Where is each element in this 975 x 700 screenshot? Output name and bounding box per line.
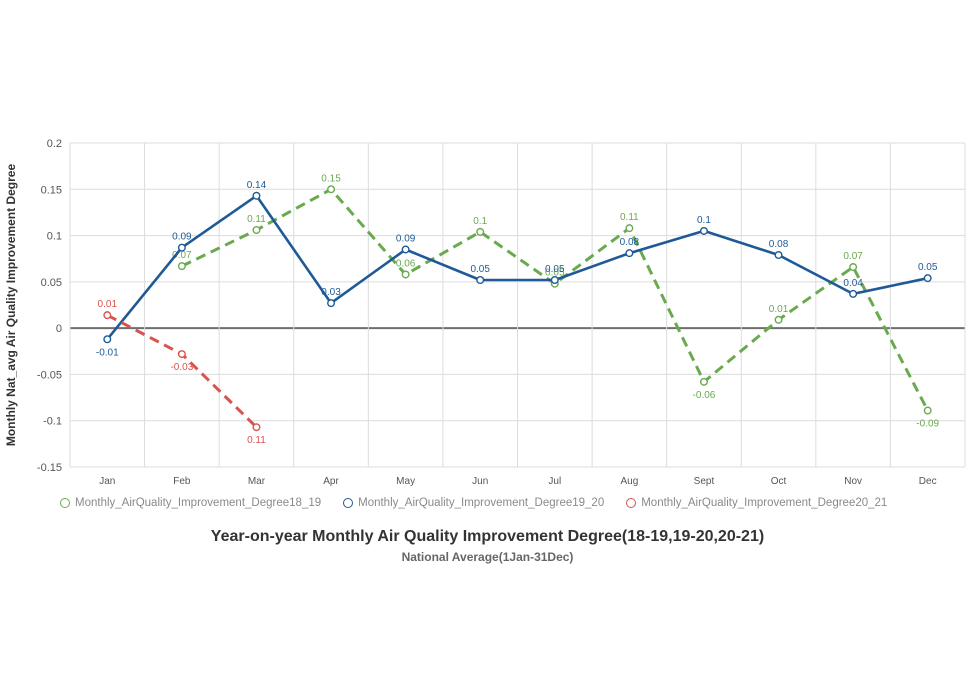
x-tick-label: Feb	[173, 476, 191, 487]
data-point	[849, 263, 858, 272]
y-tick-label: 0	[56, 323, 62, 335]
data-label: 0.08	[620, 237, 640, 248]
data-label: 0.11	[620, 212, 639, 223]
x-tick-label: Sept	[694, 476, 715, 487]
legend-item-20-21[interactable]: Monthly_AirQuality_Improvement_Degree20_…	[626, 497, 887, 509]
legend-item-19-20[interactable]: Monthly_AirQuality_Improvement_Degree19_…	[343, 497, 604, 509]
data-label: 0.06	[396, 258, 416, 269]
data-label: 0.09	[396, 233, 416, 244]
data-point	[699, 377, 708, 386]
data-label: 0.1	[473, 216, 487, 227]
data-label: 0.05	[918, 262, 938, 273]
data-point	[327, 185, 336, 194]
data-point	[476, 276, 485, 285]
chart-title: Year-on-year Monthly Air Quality Improve…	[210, 528, 765, 545]
data-point	[103, 311, 112, 320]
data-label: 0.05	[545, 268, 565, 279]
x-tick-label: Jul	[548, 476, 561, 487]
y-tick-label: 0.15	[41, 184, 62, 196]
y-tick-label: -0.15	[37, 462, 62, 474]
data-point	[923, 406, 932, 415]
data-label: 0.03	[321, 287, 341, 298]
data-point	[625, 249, 634, 258]
legend-item-18-19[interactable]: Monthly_AirQuality_Improvement_Degree18_…	[60, 497, 321, 509]
x-tick-label: Jun	[472, 476, 488, 487]
series-line	[106, 194, 928, 341]
series-3: 0.01 -0.03 0.11	[98, 299, 267, 446]
legend-marker-19-20-icon	[343, 498, 354, 508]
legend: Monthly_AirQuality_Improvement_Degree18_…	[60, 497, 940, 509]
data-label: 0.11	[247, 214, 266, 225]
data-point	[774, 251, 783, 260]
data-label: 0.08	[769, 239, 789, 250]
chart-subtitle: National Average(1Jan-31Dec)	[401, 550, 574, 564]
legend-label: Monthly_AirQuality_Improvement_Degree20_…	[641, 497, 888, 509]
data-label: 0.01	[98, 299, 118, 310]
data-point	[550, 276, 559, 285]
y-tick-label: 0.2	[47, 138, 62, 150]
data-label: 0.05	[470, 264, 490, 275]
line-chart: -0.15 -0.1 -0.05 0 0.05 0.1 0.15 0.2 Jan Feb Mar A…	[4, 138, 966, 487]
y-tick-label: -0.05	[37, 369, 62, 381]
legend-label: Monthly_AirQuality_Improvement_Degree18_…	[75, 497, 322, 509]
x-tick-label: Apr	[323, 476, 339, 487]
data-label: -0.09	[916, 419, 939, 430]
y-axis-label: Monthly Nat_avg Air Quality Improvement …	[4, 164, 18, 447]
x-tick-label: Jan	[99, 476, 115, 487]
x-tick-label: Dec	[919, 476, 937, 487]
data-point	[774, 315, 783, 324]
x-tick-label: Oct	[771, 476, 787, 487]
x-tick-label: Mar	[248, 476, 266, 487]
data-label: 0.15	[321, 173, 341, 184]
x-tick-label: Nov	[844, 476, 862, 487]
series-2: -0.010.090.140.030.090.05 0.050.080.10.08…	[96, 180, 938, 358]
data-point	[252, 191, 261, 200]
data-label: 0.09	[172, 232, 192, 243]
data-point	[177, 243, 186, 252]
data-point	[699, 226, 708, 235]
data-label: 0.04	[843, 278, 863, 289]
data-point	[625, 224, 634, 233]
y-axis-ticks: -0.15 -0.1 -0.05 0 0.05 0.1 0.15 0.2	[37, 138, 62, 474]
data-point	[849, 289, 858, 298]
data-label: 0.01	[769, 304, 789, 315]
data-label: 0.1	[697, 215, 711, 226]
series-layer: 0.07 0.11 0.15 0.06 0.1 0.05 0.11 -0.06 0.01 0.07…	[96, 173, 940, 446]
data-label: -0.06	[693, 390, 716, 401]
legend-marker-20-21-icon	[626, 498, 637, 508]
data-label: -0.01	[96, 347, 119, 358]
data-point	[252, 226, 261, 235]
data-point	[177, 262, 186, 271]
legend-marker-18-19-icon	[60, 498, 70, 508]
data-label: 0.07	[843, 251, 863, 262]
data-label: 0.11	[247, 435, 266, 446]
x-tick-label: May	[396, 476, 415, 487]
data-label: -0.03	[170, 362, 193, 373]
data-label: 0.05	[545, 264, 565, 275]
legend-label: Monthly_AirQuality_Improvement_Degree19_…	[358, 497, 605, 509]
grid-lines	[69, 142, 966, 468]
y-tick-label: 0.05	[41, 277, 62, 289]
data-point	[401, 245, 410, 254]
data-point	[103, 335, 112, 344]
data-point	[177, 350, 186, 359]
series-1: 0.07 0.11 0.15 0.06 0.1 0.05 0.11 -0.06 0.01 0.07…	[172, 173, 939, 429]
data-point	[476, 227, 485, 236]
data-label: 0.07	[172, 250, 192, 261]
data-point	[401, 270, 410, 279]
y-tick-label: 0.1	[47, 231, 62, 243]
data-point	[327, 299, 336, 308]
data-point	[252, 423, 261, 432]
x-tick-label: Aug	[620, 476, 638, 487]
data-label: 0.14	[247, 180, 267, 191]
data-point	[923, 274, 932, 283]
y-tick-label: -0.1	[43, 416, 62, 428]
x-axis-ticks: Jan Feb Mar Apr May Jun Jul Aug Sept Oct Nov Dec	[99, 476, 936, 487]
